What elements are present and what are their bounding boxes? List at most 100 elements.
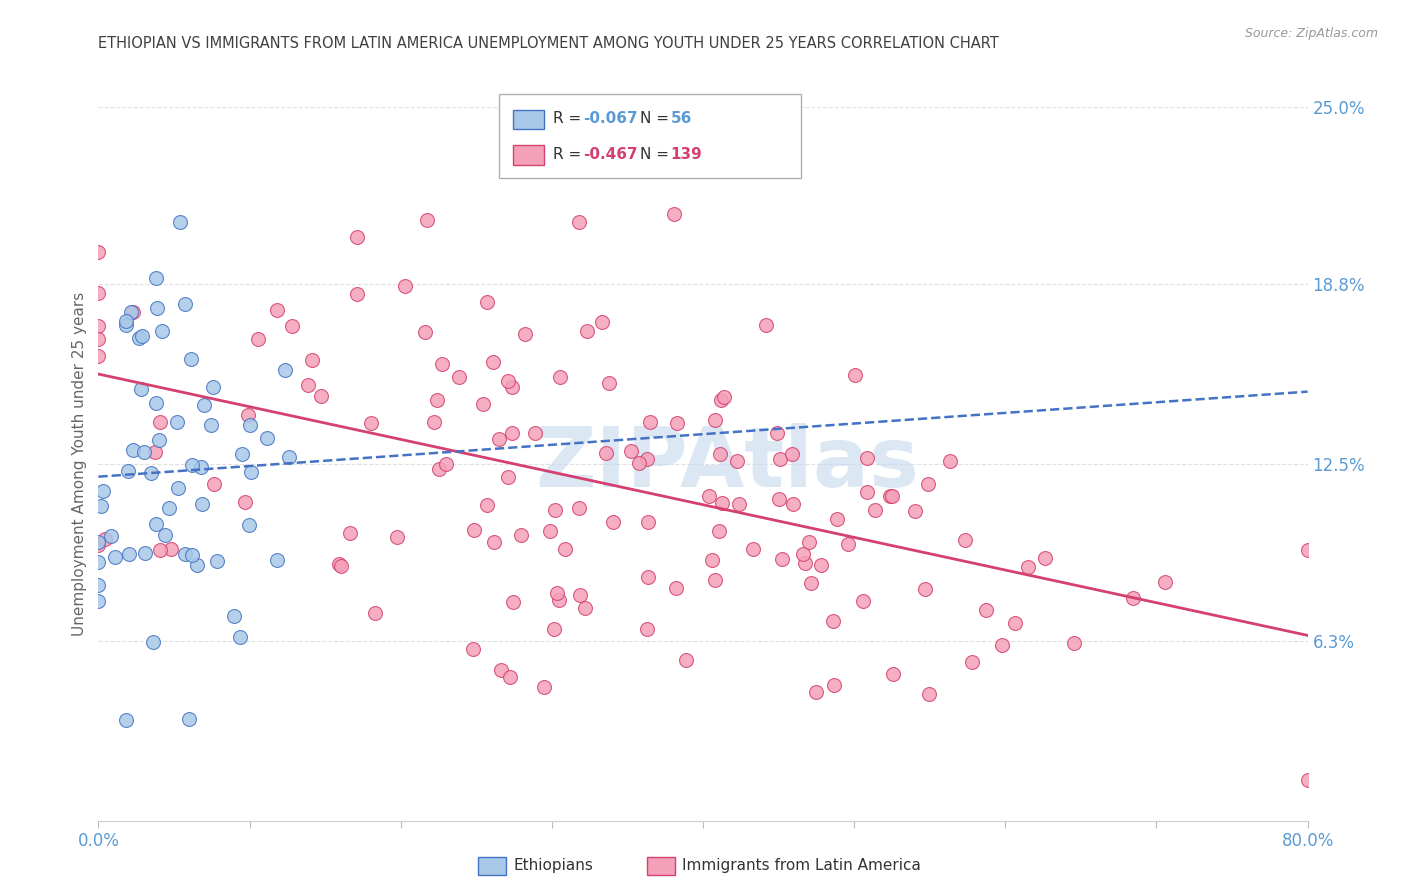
Point bbox=[914, 582, 936, 596]
Point bbox=[769, 452, 792, 467]
Text: -0.467: -0.467 bbox=[583, 147, 638, 161]
Point bbox=[825, 512, 848, 526]
Point bbox=[142, 635, 165, 649]
Point bbox=[710, 496, 733, 510]
Point bbox=[191, 497, 214, 511]
Point bbox=[87, 349, 110, 363]
Point bbox=[139, 467, 162, 481]
Point bbox=[153, 527, 176, 541]
Point bbox=[481, 355, 503, 369]
Point bbox=[917, 477, 939, 491]
Point bbox=[991, 638, 1014, 652]
Point bbox=[591, 315, 613, 329]
Point bbox=[90, 499, 112, 513]
Point bbox=[1296, 772, 1319, 787]
Point bbox=[938, 454, 960, 468]
Y-axis label: Unemployment Among Youth under 25 years: Unemployment Among Youth under 25 years bbox=[72, 292, 87, 636]
Point bbox=[1004, 615, 1026, 630]
Point bbox=[496, 374, 519, 388]
Point bbox=[540, 524, 562, 538]
Point bbox=[703, 573, 725, 587]
Point bbox=[427, 462, 450, 476]
Point bbox=[547, 593, 569, 607]
Point bbox=[146, 301, 169, 315]
Point bbox=[301, 353, 323, 368]
Point bbox=[1122, 591, 1144, 606]
Point bbox=[855, 450, 877, 465]
Point bbox=[810, 558, 832, 572]
Point bbox=[1063, 636, 1085, 650]
Point bbox=[823, 678, 845, 692]
Point bbox=[446, 43, 468, 57]
Point bbox=[548, 369, 571, 384]
Point bbox=[702, 552, 724, 566]
Point bbox=[114, 314, 136, 328]
Point bbox=[821, 614, 844, 628]
Point bbox=[544, 503, 567, 517]
Point bbox=[620, 443, 643, 458]
Text: -0.067: -0.067 bbox=[583, 112, 638, 126]
Point bbox=[229, 630, 252, 644]
Point bbox=[510, 528, 533, 542]
Point bbox=[160, 542, 183, 557]
Point bbox=[134, 546, 156, 560]
Point bbox=[475, 499, 498, 513]
Point bbox=[768, 491, 790, 506]
Point bbox=[598, 376, 620, 390]
Point bbox=[149, 543, 172, 558]
Point bbox=[461, 641, 484, 656]
Point bbox=[360, 416, 382, 430]
Point bbox=[87, 578, 110, 592]
Point bbox=[239, 418, 262, 433]
Point bbox=[224, 608, 246, 623]
Point bbox=[94, 532, 117, 546]
Point bbox=[167, 481, 190, 495]
Point bbox=[576, 324, 599, 338]
Point bbox=[471, 397, 494, 411]
Point bbox=[145, 396, 167, 410]
Point bbox=[150, 324, 173, 338]
Point bbox=[628, 457, 651, 471]
Point bbox=[120, 305, 142, 319]
Point bbox=[190, 460, 212, 475]
Point bbox=[546, 586, 568, 600]
Point bbox=[193, 398, 215, 412]
Point bbox=[309, 389, 332, 403]
Point bbox=[173, 296, 195, 310]
Point bbox=[675, 653, 697, 667]
Point bbox=[180, 351, 202, 366]
Text: N =: N = bbox=[640, 147, 673, 161]
Point bbox=[1017, 559, 1039, 574]
Point bbox=[666, 416, 689, 430]
Point bbox=[792, 547, 814, 561]
Text: Ethiopians: Ethiopians bbox=[513, 858, 593, 872]
Point bbox=[148, 434, 170, 448]
Point bbox=[918, 687, 941, 701]
Point bbox=[346, 230, 368, 244]
Point bbox=[200, 418, 222, 433]
Point bbox=[488, 432, 510, 446]
Point bbox=[129, 382, 152, 396]
Point bbox=[330, 558, 353, 573]
Point bbox=[346, 287, 368, 301]
Point bbox=[87, 534, 110, 549]
Point bbox=[247, 332, 270, 346]
Point bbox=[339, 526, 361, 541]
Point bbox=[87, 332, 110, 346]
Point bbox=[513, 326, 536, 341]
Point bbox=[149, 415, 172, 429]
Point bbox=[205, 554, 228, 568]
Point bbox=[280, 319, 302, 334]
Point bbox=[482, 534, 505, 549]
Point bbox=[238, 518, 260, 533]
Point bbox=[664, 207, 686, 221]
Text: Source: ZipAtlas.com: Source: ZipAtlas.com bbox=[1244, 27, 1378, 40]
Point bbox=[640, 415, 662, 429]
Point bbox=[157, 500, 180, 515]
Point bbox=[364, 606, 387, 620]
Point bbox=[863, 503, 886, 517]
Point bbox=[766, 425, 789, 440]
Point bbox=[710, 392, 733, 407]
Point bbox=[179, 712, 201, 726]
Point bbox=[709, 447, 731, 461]
